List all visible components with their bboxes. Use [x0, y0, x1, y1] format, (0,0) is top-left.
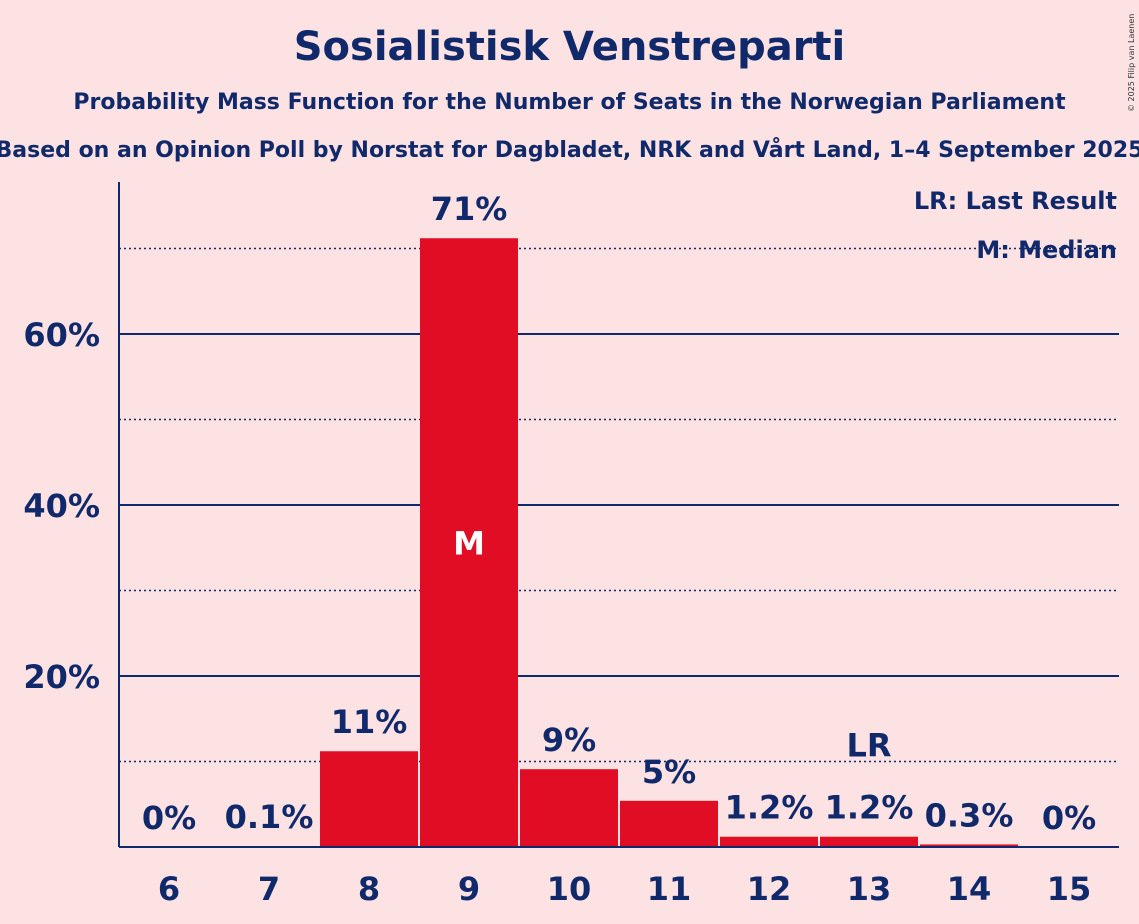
bars — [220, 238, 1018, 848]
x-tick-label: 9 — [458, 870, 480, 908]
x-tick-label: 12 — [747, 870, 792, 908]
bar — [720, 836, 818, 847]
bar-value-label: 0% — [142, 799, 196, 837]
bar-value-label: 11% — [331, 703, 408, 741]
bar-value-label: 0.1% — [225, 798, 314, 836]
legend-last-result: LR: Last Result — [914, 187, 1117, 215]
chart-source-subtitle: Based on an Opinion Poll by Norstat for … — [0, 138, 1139, 163]
labels: 20% 40% 60% 0% 6 0.1% 7 11% 8 71% 9 M 9% 10 5% 11 1.2% 12… — [23, 190, 1096, 908]
bar — [320, 751, 418, 847]
x-tick-label: 10 — [547, 870, 592, 908]
bar-value-label: 9% — [542, 721, 596, 759]
bar — [520, 769, 618, 847]
x-tick-label: 13 — [847, 870, 892, 908]
last-result-marker: LR — [846, 727, 891, 765]
legend-median: M: Median — [976, 236, 1117, 264]
bar-value-label: 0.3% — [925, 796, 1014, 834]
chart-subtitle: Probability Mass Function for the Number… — [73, 90, 1066, 115]
x-tick-label: 7 — [258, 870, 280, 908]
x-tick-label: 15 — [1047, 870, 1092, 908]
axes — [118, 182, 1119, 848]
y-tick-label: 40% — [23, 487, 100, 525]
gridlines — [119, 247, 1119, 763]
x-tick-label: 11 — [647, 870, 692, 908]
bar — [620, 800, 718, 847]
bar-value-label: 1.2% — [725, 789, 814, 827]
bar — [920, 844, 1018, 847]
bar-value-label: 1.2% — [825, 789, 914, 827]
bar-value-label: 5% — [642, 753, 696, 791]
y-tick-label: 20% — [23, 658, 100, 696]
x-tick-label: 8 — [358, 870, 380, 908]
chart-title: Sosialistisk Venstreparti — [293, 24, 846, 70]
y-tick-label: 60% — [23, 316, 100, 354]
bar — [820, 836, 918, 847]
median-marker: M — [453, 525, 485, 563]
bar-value-label: 71% — [431, 190, 508, 228]
x-tick-label: 14 — [947, 870, 992, 908]
x-tick-label: 6 — [158, 870, 180, 908]
bar-value-label: 0% — [1042, 799, 1096, 837]
bar — [420, 238, 518, 848]
